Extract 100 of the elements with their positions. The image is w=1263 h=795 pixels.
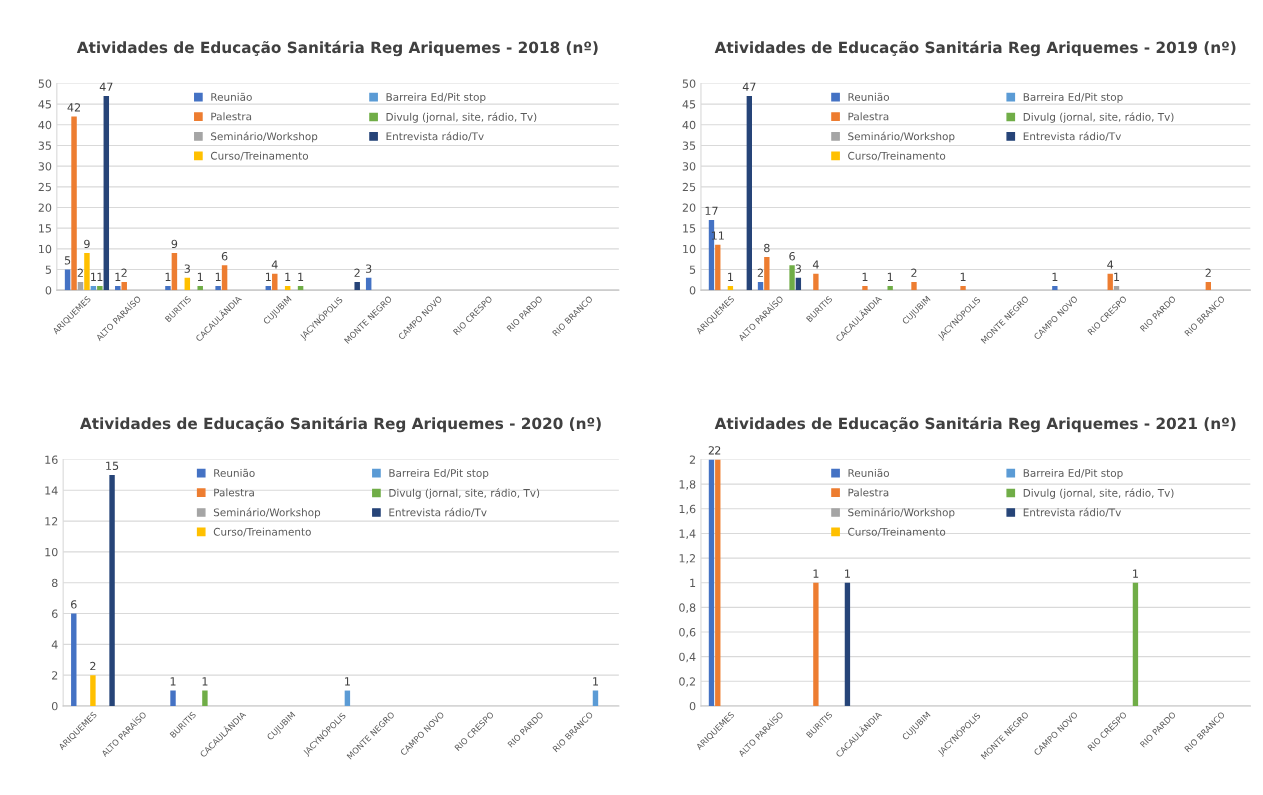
- data-label: 1: [285, 272, 291, 281]
- y-tick-label: 6: [52, 609, 58, 618]
- bar: [354, 281, 360, 291]
- bar: [746, 95, 752, 291]
- y-tick-label: 0,4: [679, 652, 696, 663]
- bar: [1113, 286, 1120, 291]
- data-label: 1: [845, 569, 850, 578]
- y-tick-label: 30: [38, 162, 52, 171]
- data-label: 1: [593, 677, 598, 686]
- y-tick-label: 50: [38, 79, 52, 88]
- data-label: 1: [202, 677, 208, 686]
- data-label: 1: [862, 272, 868, 281]
- data-label: 1: [197, 272, 203, 281]
- bar: [960, 286, 966, 291]
- data-label: 3: [795, 264, 802, 273]
- legend-label: Curso/Treinamento: [213, 527, 311, 537]
- data-label: 2: [757, 268, 763, 277]
- bar: [887, 286, 893, 291]
- y-tick-label: 12: [45, 517, 58, 526]
- y-tick-label: 0: [51, 701, 58, 711]
- bar: [71, 613, 77, 706]
- bar: [272, 273, 278, 291]
- legend-label: Curso/Treinamento: [210, 151, 309, 161]
- bar: [171, 252, 178, 291]
- bar: [789, 265, 795, 291]
- chart-title: Atividades de Educação Sanitária Reg Ariquemes - 2018 (nº): [76, 40, 598, 57]
- y-tick-label: 16: [45, 455, 58, 464]
- data-label: 42: [67, 103, 80, 112]
- y-tick-label: 15: [39, 224, 51, 233]
- bar: [715, 244, 721, 291]
- legend-label: Divulg (jornal, site, rádio, Tv): [389, 488, 540, 499]
- data-label: 3: [184, 264, 190, 273]
- legend-label: Palestra: [214, 488, 254, 497]
- y-tick-label: 8: [51, 578, 58, 588]
- legend-label: Barreira Ed/Pit stop: [389, 468, 489, 479]
- legend-label: Seminário/Workshop: [211, 131, 318, 143]
- bar: [795, 277, 802, 291]
- y-tick-label: 15: [683, 224, 696, 233]
- legend-label: Palestra: [848, 112, 889, 121]
- legend-label: Entrevista rádio/Tv: [1023, 507, 1121, 518]
- data-label: 47: [99, 82, 113, 91]
- y-tick-label: 35: [682, 141, 696, 150]
- y-tick-label: 25: [38, 182, 51, 192]
- legend-label: Reunião: [211, 92, 252, 101]
- legend-label: Divulg (jornal, site, rádio, Tv): [1023, 488, 1174, 499]
- data-label: 2: [911, 268, 917, 277]
- bar: [1052, 286, 1058, 291]
- data-label: 2: [354, 268, 360, 277]
- legend-label: Palestra: [211, 112, 252, 121]
- data-label: 2: [121, 268, 127, 277]
- legend-label: Entrevista rádio/Tv: [1023, 131, 1121, 142]
- y-tick-label: 1: [690, 578, 696, 587]
- data-label: 1: [887, 272, 893, 281]
- bar: [84, 252, 90, 291]
- legend-label: Barreira Ed/Pit stop: [1023, 92, 1123, 103]
- data-label: 1: [115, 272, 121, 281]
- bar: [202, 690, 208, 706]
- data-label: 2: [90, 661, 96, 671]
- y-tick-label: 5: [689, 265, 696, 274]
- chart-title: Atividades de Educação Sanitária Reg Ariquemes - 2021 (nº): [714, 416, 1236, 433]
- y-tick-label: 0: [689, 286, 696, 295]
- legend-label: Seminário/Workshop: [848, 507, 955, 519]
- bar: [71, 116, 77, 291]
- bar: [103, 95, 110, 291]
- legend-label: Divulg (jornal, site, rádio, Tv): [1023, 112, 1174, 123]
- data-label: 47: [742, 82, 756, 91]
- data-label: 17: [705, 206, 718, 215]
- y-tick-label: 0: [45, 286, 52, 295]
- y-tick-label: 10: [39, 244, 52, 254]
- y-tick-label: 40: [38, 120, 52, 130]
- data-label: 9: [84, 239, 90, 249]
- y-tick-label: 1,4: [679, 529, 696, 539]
- data-label: 6: [221, 252, 228, 261]
- bar: [165, 286, 171, 291]
- y-tick-label: 2: [689, 455, 695, 464]
- legend-label: Entrevista rádio/Tv: [386, 131, 484, 142]
- y-tick-label: 20: [38, 203, 52, 212]
- bar: [109, 474, 115, 706]
- bar: [757, 281, 764, 291]
- y-tick-label: 50: [682, 79, 696, 88]
- legend-label: Reunião: [848, 92, 889, 101]
- data-label: 1: [170, 677, 176, 686]
- data-label: 1: [91, 272, 96, 281]
- y-tick-label: 2: [52, 671, 58, 680]
- chart-title: Atividades de Educação Sanitária Reg Ariquemes - 2020 (nº): [80, 416, 601, 433]
- data-label: 2: [77, 268, 83, 277]
- data-label: 1: [298, 272, 304, 281]
- bar: [197, 286, 203, 291]
- data-label: 2: [1205, 268, 1211, 277]
- data-label: 9: [171, 239, 178, 249]
- y-tick-label: 1,8: [679, 480, 696, 490]
- legend-label: Seminário/Workshop: [213, 507, 321, 519]
- y-tick-label: 0,6: [679, 628, 696, 638]
- bar: [727, 286, 734, 291]
- y-tick-label: 1,2: [679, 554, 695, 564]
- y-tick-label: 10: [45, 547, 58, 557]
- y-tick-label: 1,6: [679, 504, 696, 515]
- data-label: 1: [165, 272, 171, 281]
- bar: [813, 273, 819, 291]
- y-tick-label: 20: [682, 203, 696, 212]
